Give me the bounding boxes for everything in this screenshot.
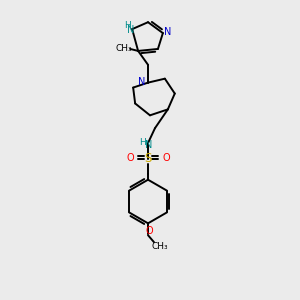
Text: H: H — [139, 138, 145, 147]
Text: O: O — [162, 153, 170, 163]
Text: H: H — [124, 21, 130, 30]
Text: CH₃: CH₃ — [116, 44, 133, 53]
Text: O: O — [145, 226, 153, 236]
Text: O: O — [126, 153, 134, 163]
Text: N: N — [138, 76, 146, 87]
Text: N: N — [145, 140, 153, 150]
Text: S: S — [144, 152, 152, 165]
Text: N: N — [128, 25, 135, 35]
Text: N: N — [164, 27, 172, 37]
Text: CH₃: CH₃ — [152, 242, 168, 250]
